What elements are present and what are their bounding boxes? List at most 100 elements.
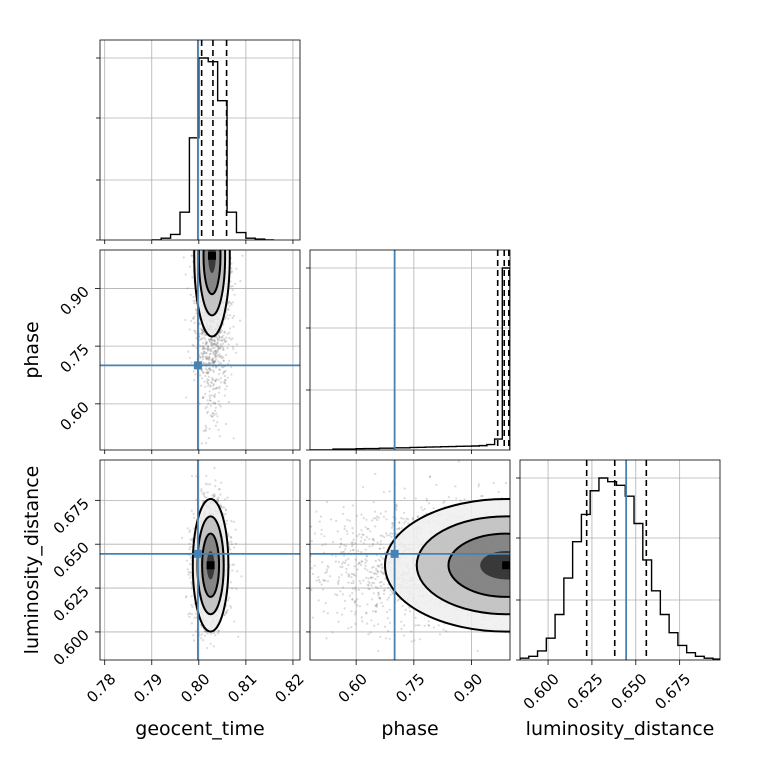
scatter-point bbox=[377, 623, 380, 626]
scatter-point bbox=[350, 541, 353, 544]
truth-marker bbox=[193, 361, 202, 370]
scatter-point bbox=[275, 487, 277, 489]
scatter-point bbox=[291, 559, 293, 561]
density-peak bbox=[208, 251, 216, 260]
scatter-point bbox=[385, 610, 388, 614]
scatter-point bbox=[353, 565, 356, 568]
scatter-point bbox=[217, 338, 220, 341]
scatter-point bbox=[212, 369, 215, 372]
scatter-point bbox=[187, 571, 190, 574]
scatter-point bbox=[477, 485, 480, 488]
scatter-point bbox=[341, 550, 344, 554]
scatter-point bbox=[211, 359, 214, 362]
scatter-point bbox=[214, 634, 217, 637]
scatter-point bbox=[372, 501, 375, 504]
scatter-point bbox=[373, 510, 377, 513]
scatter-point bbox=[374, 517, 377, 520]
scatter-point bbox=[223, 338, 226, 341]
scatter-point bbox=[200, 338, 203, 341]
scatter-point bbox=[296, 568, 298, 570]
scatter-point bbox=[377, 594, 380, 597]
scatter-point bbox=[232, 437, 235, 440]
scatter-point bbox=[214, 479, 217, 482]
scatter-point bbox=[211, 357, 215, 360]
scatter-point bbox=[324, 579, 327, 582]
scatter-point bbox=[224, 316, 227, 319]
scatter-point bbox=[382, 546, 385, 550]
scatter-point bbox=[207, 371, 210, 374]
scatter-point bbox=[388, 534, 391, 537]
scatter-point bbox=[227, 534, 230, 538]
scatter-point bbox=[198, 323, 201, 326]
scatter-point bbox=[367, 587, 370, 590]
scatter-point bbox=[202, 362, 205, 365]
scatter-point bbox=[215, 336, 218, 339]
scatter-point bbox=[377, 592, 380, 595]
scatter-point bbox=[297, 600, 299, 602]
scatter-point bbox=[223, 331, 226, 334]
scatter-point bbox=[201, 358, 205, 361]
scatter-point bbox=[212, 384, 215, 387]
scatter-point bbox=[219, 493, 222, 496]
scatter-point bbox=[216, 345, 219, 348]
scatter-point bbox=[372, 538, 375, 541]
scatter-point bbox=[352, 548, 355, 552]
scatter-point bbox=[414, 624, 417, 627]
scatter-point bbox=[233, 293, 236, 296]
scatter-point bbox=[192, 317, 195, 320]
scatter-point bbox=[213, 350, 216, 353]
scatter-point bbox=[225, 353, 228, 357]
scatter-point bbox=[216, 348, 220, 352]
scatter-point bbox=[198, 354, 201, 357]
scatter-point bbox=[437, 624, 440, 627]
scatter-point bbox=[212, 419, 215, 422]
scatter-point bbox=[386, 617, 390, 620]
scatter-point bbox=[215, 357, 218, 361]
scatter-point bbox=[334, 593, 337, 596]
scatter-point bbox=[477, 483, 480, 486]
scatter-point bbox=[370, 598, 373, 601]
scatter-point bbox=[217, 391, 221, 394]
scatter-point bbox=[410, 630, 413, 633]
scatter-point bbox=[230, 520, 233, 523]
scatter-point bbox=[360, 536, 363, 539]
scatter-point bbox=[224, 422, 227, 426]
scatter-point bbox=[230, 303, 233, 306]
scatter-point bbox=[352, 579, 355, 582]
scatter-point bbox=[198, 634, 201, 637]
scatter-point bbox=[186, 568, 189, 571]
scatter-point bbox=[356, 534, 359, 538]
scatter-point bbox=[213, 342, 216, 345]
scatter-point bbox=[370, 519, 374, 522]
scatter-point bbox=[226, 496, 229, 499]
scatter-point bbox=[219, 331, 222, 335]
scatter-point bbox=[303, 589, 305, 591]
scatter-point bbox=[227, 308, 230, 311]
scatter-point bbox=[203, 350, 206, 353]
scatter-point bbox=[190, 509, 193, 512]
scatter-point bbox=[202, 395, 205, 398]
scatter-point bbox=[210, 350, 213, 353]
scatter-point bbox=[218, 372, 221, 375]
panel-frame bbox=[309, 249, 511, 451]
scatter-point bbox=[384, 577, 387, 580]
scatter-point bbox=[388, 608, 391, 611]
scatter-point bbox=[222, 356, 225, 359]
scatter-point bbox=[442, 501, 445, 504]
scatter-point bbox=[191, 343, 194, 347]
scatter-point bbox=[350, 610, 353, 613]
scatter-point bbox=[325, 568, 328, 571]
scatter-point bbox=[374, 578, 377, 581]
scatter-point bbox=[217, 360, 220, 363]
scatter-point bbox=[200, 442, 203, 445]
scatter-point bbox=[217, 346, 220, 350]
scatter-point bbox=[350, 576, 353, 579]
scatter-point bbox=[213, 339, 216, 342]
scatter-point bbox=[428, 502, 431, 505]
scatter-point bbox=[404, 608, 407, 612]
scatter-point bbox=[438, 633, 442, 636]
scatter-point bbox=[400, 527, 403, 530]
scatter-point bbox=[213, 347, 216, 350]
scatter-point bbox=[206, 349, 209, 352]
scatter-point bbox=[372, 542, 375, 546]
